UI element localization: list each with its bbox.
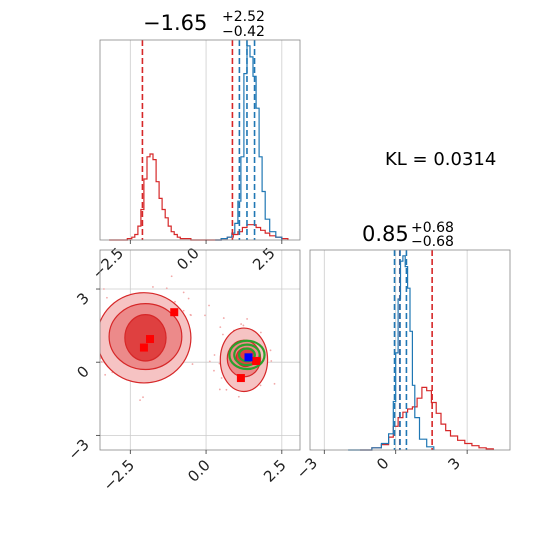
sample-point <box>237 395 240 398</box>
sample-point <box>208 304 210 307</box>
red-square-marker <box>236 374 245 383</box>
x-tick-label: 0.0 <box>184 456 214 486</box>
corner-2d-density-panel: −2.5 0.0 2.5 −3 0 3 <box>64 249 301 495</box>
kl-annotation: KL = 0.0314 <box>385 149 496 170</box>
x-tick-label: 3 <box>444 454 463 473</box>
green-contour <box>228 339 266 371</box>
histogram-param-1-quantile-lines <box>141 40 256 240</box>
x-tick-label: 0.0 <box>173 244 203 274</box>
density-grid <box>100 250 300 450</box>
x-tick-label: 0 <box>373 454 392 473</box>
sample-point <box>191 363 194 365</box>
histogram-param-2-title-upper: +0.68 <box>411 220 454 236</box>
histogram-param-1-title-lower: −0.42 <box>222 24 265 40</box>
histogram-param-1-x-ticks: −2.5 0.0 2.5 <box>89 240 283 283</box>
sample-point <box>270 360 273 362</box>
red-square-marker <box>139 343 148 352</box>
x-tick-label: 2.5 <box>260 456 290 486</box>
sample-point <box>98 347 100 349</box>
red-square-marker <box>146 335 154 344</box>
histogram-param-1-title-upper: +2.52 <box>222 9 265 25</box>
y-tick-label: 0 <box>73 362 92 381</box>
histogram-param-2-x-ticks: −3 0 3 <box>293 450 468 482</box>
sample-point <box>219 326 222 328</box>
sample-point <box>103 288 105 290</box>
x-tick-label: 2.5 <box>249 244 279 274</box>
red-square-marker <box>252 356 261 365</box>
sample-point <box>182 309 185 312</box>
sample-point <box>142 396 144 399</box>
y-tick-label: −3 <box>64 435 92 463</box>
sample-point <box>190 314 192 317</box>
red-square-marker <box>170 308 179 317</box>
histogram-param-1-series <box>109 45 289 241</box>
sample-point <box>204 314 206 317</box>
sample-point <box>182 291 185 294</box>
sample-point <box>100 360 103 363</box>
sample-point <box>259 384 262 387</box>
histogram-param-2-panel: −3 0 3 0.85 +0.68 −0.68 <box>293 220 511 482</box>
sample-point <box>77 402 79 404</box>
histogram-param-2-series <box>348 255 494 451</box>
histogram-param-1-frame <box>99 39 301 241</box>
sample-point <box>225 388 228 391</box>
histogram-param-1-title-value: −1.65 <box>143 11 207 35</box>
green-contour <box>233 343 261 367</box>
sample-point <box>174 300 176 303</box>
sample-point <box>104 373 107 376</box>
red-histogram-series <box>109 153 289 241</box>
sample-point <box>152 286 154 288</box>
sample-point <box>218 388 221 391</box>
histogram-param-2-title-value: 0.85 <box>362 222 409 246</box>
sample-point <box>213 369 215 372</box>
histogram-param-1-panel: −2.5 0.0 2.5 −1.65 +2.52 −0.42 <box>89 9 301 283</box>
sample-point <box>170 275 173 278</box>
sample-point <box>273 382 276 385</box>
sample-point <box>208 360 211 363</box>
sample-point <box>240 323 243 325</box>
sample-point <box>139 399 141 401</box>
density-green-contours <box>228 339 266 371</box>
blue-square-marker <box>244 353 253 362</box>
sample-point <box>92 328 94 330</box>
sample-point <box>187 297 190 300</box>
histogram-param-2-frame <box>309 249 511 451</box>
sample-point <box>165 287 168 290</box>
sample-point <box>242 324 245 327</box>
sample-point <box>259 331 262 334</box>
sample-point <box>269 349 272 352</box>
sample-point <box>106 296 108 299</box>
sample-point <box>213 354 216 356</box>
sample-point <box>222 317 225 319</box>
histogram-param-2-quantile-lines <box>393 250 433 450</box>
sample-point <box>246 318 248 320</box>
density-frame <box>99 249 301 451</box>
histogram-param-2-title-lower: −0.68 <box>411 234 454 250</box>
histogram-param-2-grid <box>323 250 468 450</box>
y-tick-label: 3 <box>73 289 92 308</box>
blue-histogram-series <box>215 45 283 241</box>
red-contour-inner <box>124 314 167 362</box>
x-tick-label: −3 <box>293 454 321 482</box>
x-tick-label: −2.5 <box>100 456 138 494</box>
density-markers <box>139 308 261 383</box>
blue-histogram-series <box>348 255 435 451</box>
sample-point <box>220 377 223 379</box>
sample-point <box>222 333 224 336</box>
histogram-param-1-grid <box>129 40 283 240</box>
